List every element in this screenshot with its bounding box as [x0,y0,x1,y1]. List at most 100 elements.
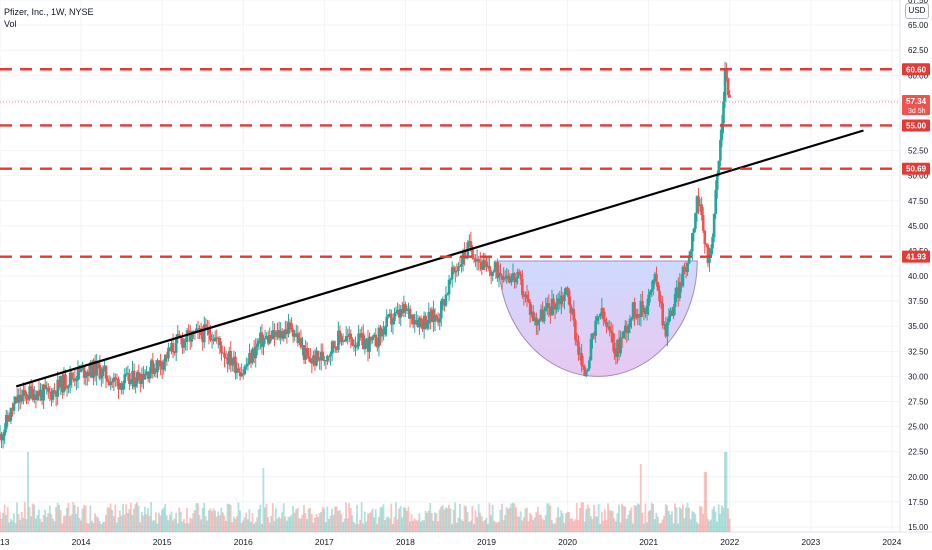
candle-body [380,329,384,337]
volume-bar [105,514,107,532]
candle-body [524,294,527,297]
candle-body [263,338,267,340]
volume-bar [331,508,333,532]
candle-body [570,309,574,314]
candle-body [226,357,229,365]
candle-body [76,367,80,381]
candle-body [294,333,298,335]
volume-bar [217,511,220,532]
candle-body [358,333,362,338]
candle-body [457,266,460,272]
currency-button[interactable]: USD [905,3,929,19]
volume-bar [652,504,655,532]
volume-bar [75,513,78,532]
volume-bar [680,508,683,532]
candle-body [681,266,685,287]
volume-bar [541,518,544,532]
candle-body [110,381,114,383]
volume-bar [625,518,628,532]
volume-bar [385,517,388,532]
volume-bar [482,521,485,532]
volume-bar [586,504,589,532]
volume-bar [443,509,446,532]
candle-body [394,312,398,314]
volume-bar [519,511,522,532]
candle-body [630,318,633,320]
candle-body [513,273,516,283]
candle-body [575,339,579,342]
volume-bar [655,512,658,532]
candle-body [673,293,677,307]
volume-bar [448,504,450,532]
volume-bar [368,513,371,532]
volume-bar [175,512,177,532]
volume-bar [151,520,154,532]
candle-body [407,308,410,310]
candle-body [176,334,180,338]
candle-body [463,251,466,259]
candle-body [229,351,233,366]
candle-body [659,301,663,304]
volume-bar [6,506,9,532]
candle-body [616,339,619,357]
volume-bar [181,521,184,532]
x-tick-label: 2015 [153,537,172,547]
volume-bar [5,514,8,532]
candle-body [237,368,240,373]
volume-bar [432,520,435,532]
candle-body [583,366,587,377]
y-tick-label: 20.00 [908,473,929,482]
volume-bar [0,518,3,532]
candle-body [371,336,374,341]
candle-body [223,353,226,358]
candle-body [471,248,474,258]
candle-body [405,309,409,311]
candle-body [270,334,273,340]
volume-bar [441,504,444,532]
volume-bar [289,516,291,532]
volume-bar [50,514,53,532]
candle-body [103,365,106,369]
volume-bar [260,523,263,532]
volume-bar [610,510,613,532]
volume-bar [106,507,109,532]
current-price-label: 57.34 [906,97,927,106]
volume-bar [123,514,126,532]
volume-bar [504,514,506,532]
x-tick-label: 2022 [720,537,739,547]
volume-bar [245,512,248,532]
volume-bar [201,508,204,532]
volume-bar [527,521,530,532]
candle-body [288,322,292,324]
volume-bar [250,521,252,532]
volume-bar [619,522,622,532]
volume-bar [274,508,277,532]
volume-bar [529,512,531,532]
candle-body [611,332,615,343]
volume-bar [480,516,483,532]
candle-body [396,309,399,313]
candle-body [363,341,367,350]
volume-bar [37,509,40,532]
candle-body [399,308,403,318]
volume-bar [407,506,410,532]
volume-bar [303,504,305,532]
candle-body [522,295,526,297]
candle-body [120,383,123,390]
volume-bar [267,517,269,532]
volume-bar [290,514,293,532]
candle-body [577,341,580,355]
volume-bar [502,519,505,532]
candle-body [134,383,137,387]
volume-bar [622,505,625,532]
volume-bar [579,508,581,532]
volume-bar [317,516,319,532]
x-tick-label: 2019 [477,537,496,547]
candle-body [662,324,666,326]
candle-body [201,334,205,343]
volume-bar [86,523,89,532]
candle-body [402,304,406,314]
candle-body [87,371,91,376]
volume-bar [129,502,132,532]
